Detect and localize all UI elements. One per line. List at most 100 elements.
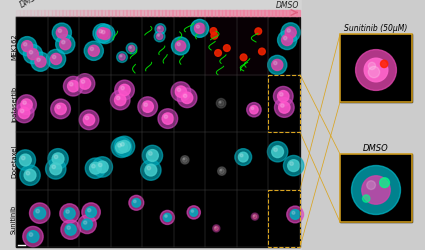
Bar	[94, 11, 98, 16]
Bar	[105, 11, 109, 16]
Bar	[340, 154, 412, 222]
Circle shape	[70, 83, 73, 87]
Circle shape	[48, 149, 68, 169]
Circle shape	[67, 226, 71, 230]
Circle shape	[62, 41, 65, 45]
Circle shape	[165, 215, 167, 218]
Circle shape	[121, 143, 124, 146]
Circle shape	[210, 28, 217, 35]
Circle shape	[90, 163, 102, 174]
Bar	[122, 11, 127, 16]
Circle shape	[273, 87, 293, 107]
Circle shape	[149, 152, 152, 156]
Circle shape	[17, 96, 37, 115]
Bar	[269, 75, 300, 132]
Circle shape	[18, 108, 30, 119]
Circle shape	[51, 54, 62, 65]
Circle shape	[66, 210, 69, 214]
Circle shape	[126, 44, 137, 55]
Circle shape	[218, 167, 226, 175]
Circle shape	[267, 142, 288, 162]
Circle shape	[86, 207, 96, 218]
Circle shape	[60, 204, 79, 223]
Bar	[51, 11, 56, 16]
Text: Sunitinib (50μM): Sunitinib (50μM)	[344, 24, 408, 33]
Circle shape	[97, 28, 108, 40]
Circle shape	[162, 114, 173, 125]
Circle shape	[130, 47, 131, 49]
Circle shape	[121, 87, 125, 90]
Circle shape	[52, 165, 56, 169]
Circle shape	[99, 30, 102, 34]
Circle shape	[272, 60, 283, 71]
Bar	[204, 11, 208, 16]
Circle shape	[46, 50, 65, 69]
Bar	[340, 35, 412, 102]
Circle shape	[65, 224, 76, 235]
Bar	[137, 11, 141, 16]
Circle shape	[182, 158, 187, 163]
Bar	[20, 11, 24, 16]
Bar	[30, 11, 34, 16]
Bar	[169, 11, 173, 16]
Circle shape	[85, 158, 106, 179]
Circle shape	[116, 97, 120, 100]
Bar	[133, 11, 137, 16]
Text: Ipatasertib: Ipatasertib	[11, 86, 17, 122]
Circle shape	[93, 24, 112, 44]
Circle shape	[82, 203, 100, 222]
Circle shape	[37, 59, 40, 62]
Circle shape	[90, 48, 94, 51]
Bar	[197, 11, 201, 16]
Bar	[73, 11, 77, 16]
Circle shape	[34, 208, 45, 219]
Circle shape	[251, 213, 258, 220]
Circle shape	[99, 164, 102, 167]
Circle shape	[278, 91, 289, 102]
Circle shape	[292, 212, 295, 214]
Bar	[201, 11, 205, 16]
Circle shape	[285, 28, 296, 39]
Circle shape	[215, 50, 221, 57]
Circle shape	[240, 154, 243, 157]
Circle shape	[175, 42, 186, 52]
Circle shape	[23, 43, 27, 47]
Circle shape	[142, 146, 163, 166]
Bar	[289, 11, 293, 16]
Circle shape	[278, 31, 297, 50]
Circle shape	[120, 56, 122, 58]
Circle shape	[171, 38, 190, 56]
Bar	[66, 11, 70, 16]
Bar	[37, 11, 41, 16]
Circle shape	[114, 136, 135, 157]
Circle shape	[367, 181, 376, 190]
Circle shape	[160, 210, 174, 224]
Bar	[76, 11, 80, 16]
Circle shape	[163, 214, 171, 222]
Bar	[41, 11, 45, 16]
Circle shape	[92, 165, 95, 168]
Circle shape	[17, 38, 37, 56]
Circle shape	[356, 50, 397, 91]
Circle shape	[84, 42, 103, 61]
Bar	[254, 11, 258, 16]
Bar	[250, 11, 254, 16]
Bar	[205, 18, 237, 75]
Bar	[264, 11, 269, 16]
Circle shape	[51, 100, 71, 119]
Circle shape	[181, 156, 189, 164]
Circle shape	[235, 149, 252, 166]
Circle shape	[81, 80, 85, 84]
Circle shape	[287, 206, 303, 223]
Circle shape	[60, 40, 71, 50]
Bar	[62, 11, 66, 16]
Text: Sunitinib: Sunitinib	[11, 204, 17, 233]
Circle shape	[118, 144, 121, 148]
Circle shape	[195, 24, 205, 34]
Bar	[87, 11, 91, 16]
Bar	[236, 11, 240, 16]
Circle shape	[181, 93, 193, 104]
Circle shape	[14, 104, 34, 123]
Circle shape	[21, 100, 32, 111]
Circle shape	[280, 93, 283, 97]
